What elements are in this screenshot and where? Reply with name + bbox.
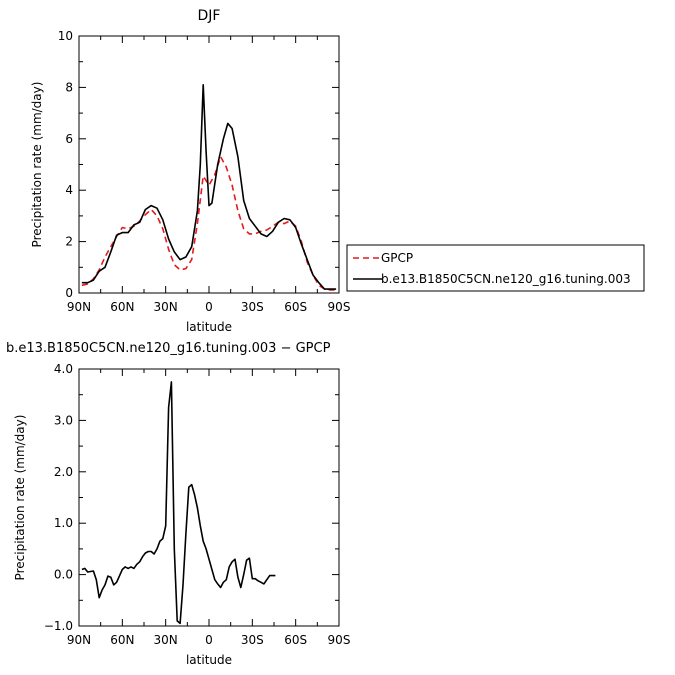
- y-axis-label: Precipitation rate (mm/day): [30, 82, 44, 248]
- legend-box: [346, 244, 645, 292]
- x-tick-label: 90S: [328, 300, 351, 314]
- y-tick-label: 0: [65, 286, 73, 300]
- x-axis-label: latitude: [186, 653, 232, 667]
- y-tick-label: 6: [65, 132, 73, 146]
- y-tick-label: 4.0: [54, 362, 73, 376]
- y-tick-label: 10: [58, 29, 73, 43]
- y-tick-label: 3.0: [54, 413, 73, 427]
- legend-label: b.e13.B1850C5CN.ne120_g16.tuning.003: [381, 272, 631, 286]
- y-tick-label: −1.0: [44, 619, 73, 633]
- series-line: [81, 381, 276, 625]
- y-tick-label: 2.0: [54, 465, 73, 479]
- y-axis-label: Precipitation rate (mm/day): [13, 415, 27, 581]
- plot-frame: [78, 35, 340, 294]
- panel-title: b.e13.B1850C5CN.ne120_g16.tuning.003 − G…: [6, 341, 331, 356]
- series-line: [81, 84, 337, 290]
- x-tick-label: 0: [205, 300, 213, 314]
- x-tick-label: 60N: [110, 300, 134, 314]
- x-tick-label: 60S: [284, 633, 307, 647]
- x-tick-label: 60N: [110, 633, 134, 647]
- x-tick-label: 90N: [67, 633, 91, 647]
- plot-frame: [78, 368, 340, 627]
- y-tick-label: 1.0: [54, 516, 73, 530]
- panel-title: DJF: [198, 8, 221, 24]
- y-tick-label: 2: [65, 235, 73, 249]
- legend-label: GPCP: [381, 251, 413, 265]
- x-tick-label: 30N: [154, 633, 178, 647]
- x-tick-label: 30S: [241, 300, 264, 314]
- x-tick-label: 30N: [154, 300, 178, 314]
- x-tick-label: 90N: [67, 300, 91, 314]
- series-line: [81, 156, 337, 291]
- x-tick-label: 60S: [284, 300, 307, 314]
- x-tick-label: 0: [205, 633, 213, 647]
- y-tick-label: 0.0: [54, 568, 73, 582]
- y-tick-label: 8: [65, 80, 73, 94]
- x-tick-label: 90S: [328, 633, 351, 647]
- x-axis-label: latitude: [186, 320, 232, 334]
- y-tick-label: 4: [65, 183, 73, 197]
- x-tick-label: 30S: [241, 633, 264, 647]
